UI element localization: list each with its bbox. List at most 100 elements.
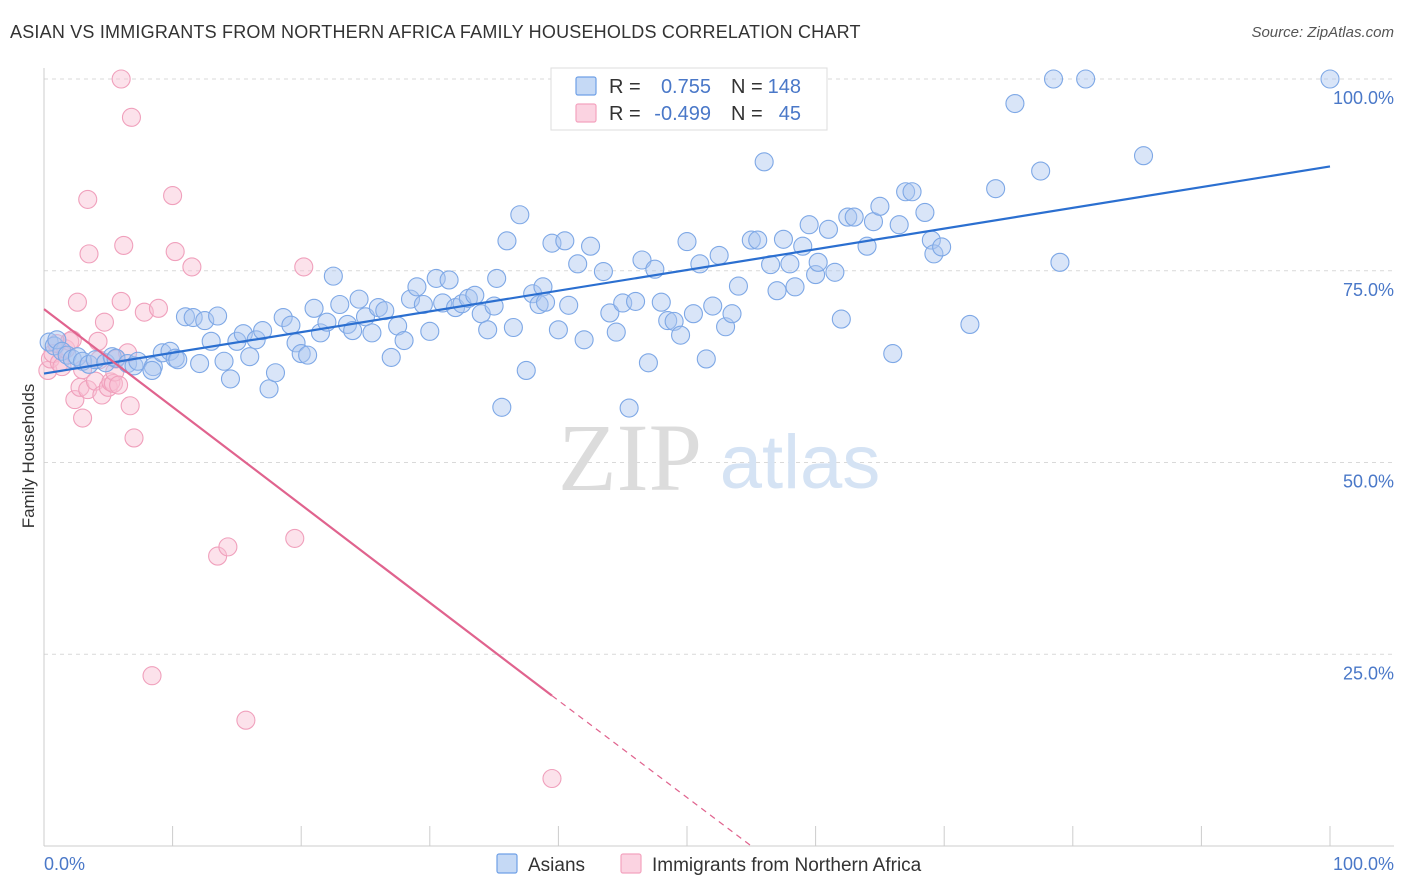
africa-point — [92, 385, 112, 405]
bottom-legend: Asians Immigrants from Northern Africa — [496, 853, 922, 876]
asian-point — [806, 265, 826, 285]
africa-point — [236, 710, 256, 730]
asian-point — [195, 311, 215, 331]
asian-point — [439, 270, 459, 290]
bottom-legend-africa-label: Immigrants from Northern Africa — [652, 855, 922, 876]
asian-point — [1005, 93, 1025, 114]
asian-point — [400, 289, 421, 309]
bottom-legend-africa-swatch — [620, 853, 642, 874]
africa-point — [148, 298, 169, 318]
asian-point — [580, 236, 601, 256]
y-tick-label: 25.0% — [1343, 663, 1394, 683]
asian-point — [220, 369, 241, 389]
asian-point — [142, 360, 162, 381]
asian-point — [844, 207, 864, 227]
y-tick-label: 100.0% — [1333, 88, 1394, 108]
asian-point — [741, 230, 761, 250]
legend-r-value-africa: -0.499 — [654, 103, 711, 125]
watermark-atlas: atlas — [720, 420, 881, 505]
series-asian-points — [39, 69, 1340, 418]
asian-point — [465, 285, 485, 305]
asian-point — [690, 254, 710, 274]
asian-point — [960, 314, 980, 334]
asian-point — [606, 322, 626, 342]
bottom-legend-asian-label: Asians — [528, 855, 585, 876]
asian-point — [168, 350, 188, 370]
africa-point — [163, 186, 183, 206]
x-tick-label-min: 0.0% — [44, 854, 85, 874]
africa-point — [121, 107, 141, 127]
x-axis-ticks — [43, 826, 1331, 846]
asian-point — [548, 320, 568, 340]
asian-point — [870, 196, 890, 216]
africa-point — [79, 244, 99, 264]
legend-n-value-asian: 148 — [768, 76, 801, 98]
asian-point — [330, 294, 350, 315]
asian-point — [433, 293, 453, 313]
asian-point — [889, 215, 909, 235]
asian-point — [183, 307, 203, 328]
africa-trendline-extension — [551, 695, 752, 847]
asian-point — [240, 347, 260, 367]
asian-point — [600, 303, 620, 323]
asian-point — [986, 179, 1006, 199]
trendlines — [43, 165, 1331, 847]
asian-point — [1043, 69, 1064, 89]
asian-point — [902, 182, 922, 202]
asian-point — [780, 254, 800, 274]
asian-point — [381, 347, 401, 367]
asian-point — [259, 379, 279, 399]
asian-point — [492, 397, 512, 417]
africa-point — [124, 428, 144, 448]
asian-point — [304, 298, 324, 318]
africa-point — [94, 312, 114, 332]
asian-point — [568, 254, 588, 274]
africa-point — [67, 292, 87, 312]
asian-point — [555, 231, 575, 251]
asian-point — [478, 320, 498, 340]
africa-point — [120, 396, 140, 416]
africa-trendline — [43, 308, 553, 697]
asian-point — [298, 345, 318, 365]
africa-point — [182, 257, 202, 277]
africa-point — [111, 69, 131, 89]
asian-point — [818, 219, 839, 239]
asian-point — [825, 262, 845, 282]
africa-point — [109, 375, 129, 395]
asian-point — [559, 295, 579, 315]
asian-point — [703, 296, 723, 316]
chart-title: ASIAN VS IMMIGRANTS FROM NORTHERN AFRICA… — [10, 22, 861, 42]
africa-point — [542, 768, 562, 789]
africa-point — [88, 331, 108, 351]
asian-point — [349, 289, 369, 309]
legend-n-label-africa: N = — [731, 103, 763, 125]
asian-point — [175, 307, 196, 327]
asian-point — [619, 398, 639, 418]
asian-point — [638, 353, 658, 373]
asian-point — [497, 231, 517, 251]
y-tick-label: 75.0% — [1343, 280, 1394, 300]
asian-point — [1076, 69, 1096, 89]
asian-point — [651, 292, 671, 312]
legend-r-label-africa: R = — [609, 103, 641, 125]
y-axis-label: Family Households — [19, 384, 38, 529]
legend-n-value-africa: 45 — [779, 103, 801, 125]
africa-point — [285, 528, 305, 548]
asian-point — [47, 330, 67, 350]
asian-point — [915, 202, 935, 223]
asian-trendline — [43, 165, 1331, 375]
africa-point — [142, 666, 162, 686]
source-label: Source: ZipAtlas.com — [1251, 24, 1394, 41]
asian-point — [767, 281, 787, 301]
asian-point — [748, 230, 768, 250]
asian-point — [273, 307, 293, 328]
asian-point — [924, 244, 944, 264]
africa-point — [114, 235, 134, 255]
legend-asian-swatch — [575, 76, 597, 96]
asian-point — [323, 266, 343, 286]
asian-point — [683, 304, 703, 324]
asian-point — [831, 309, 851, 329]
asian-point — [503, 317, 523, 338]
asian-point — [1050, 252, 1070, 272]
gridlines — [44, 78, 1394, 655]
